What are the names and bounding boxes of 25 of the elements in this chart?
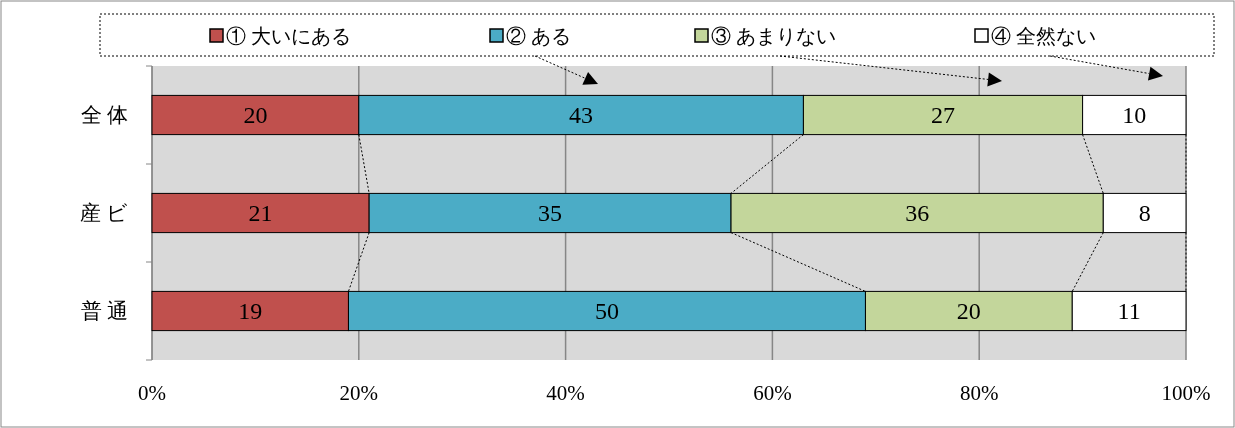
data-label: 21 xyxy=(248,200,273,227)
x-tick-label: 0% xyxy=(138,381,166,405)
data-label: 35 xyxy=(538,200,563,227)
data-label: 10 xyxy=(1122,102,1147,129)
data-label: 19 xyxy=(238,298,263,325)
x-tick-label: 40% xyxy=(546,381,585,405)
data-label: 20 xyxy=(956,298,981,325)
data-label: 43 xyxy=(569,102,594,129)
x-tick-label: 80% xyxy=(959,381,999,405)
data-label: 50 xyxy=(594,298,619,325)
y-tick-label: 全 体 xyxy=(80,103,128,128)
y-tick-label: 普 通 xyxy=(80,299,128,324)
legend-label: ③ あまりない xyxy=(711,25,836,47)
x-tick-label: 20% xyxy=(339,381,379,405)
data-label: 11 xyxy=(1117,298,1141,325)
x-tick-label: 60% xyxy=(753,381,792,405)
data-label: 20 xyxy=(243,102,268,129)
y-tick-label: 産 ビ xyxy=(79,201,128,226)
legend-label: ④ 全然ない xyxy=(991,25,1096,47)
data-label: 8 xyxy=(1138,200,1151,227)
data-label: 27 xyxy=(931,102,956,129)
x-tick-label: 100% xyxy=(1161,381,1211,405)
legend-label: ② ある xyxy=(506,25,571,47)
legend-label: ① 大いにある xyxy=(226,25,351,47)
data-label: 36 xyxy=(905,200,930,227)
